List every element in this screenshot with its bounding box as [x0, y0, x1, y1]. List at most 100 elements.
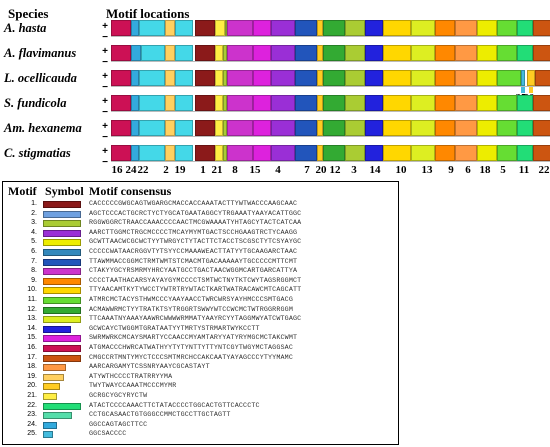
motif-block-11 — [497, 95, 517, 111]
motif-block-22 — [517, 45, 533, 61]
species-name: L. ocellicauda — [4, 71, 77, 85]
legend-motif-symbol — [43, 287, 81, 295]
motif-block-1 — [195, 145, 215, 161]
motif-block-15 — [253, 45, 271, 61]
motif-block-9 — [435, 145, 455, 161]
motif-block-21 — [215, 70, 223, 86]
legend-motif-consensus: ATMRCMCTACYSTHWMCCCYAAYAACCTWRCWRSYAYHMC… — [89, 296, 293, 304]
motif-block-22 — [517, 20, 533, 36]
motif-block-20 — [527, 70, 535, 86]
legend-motif-number: 19. — [27, 372, 37, 380]
motif-block-14 — [365, 145, 383, 161]
legend-motif-consensus: GCRGCYGCYRYCTW — [89, 392, 148, 400]
strand-minus-label: − — [102, 82, 108, 93]
axis-motif-number: 22 — [137, 164, 149, 176]
motif-block-19 — [165, 95, 175, 111]
legend-motif-consensus: TTAWMMACCGGMCTRMTWMTSTCMACMTGACAAAAAYTGC… — [89, 257, 298, 266]
motif-block-20 — [317, 45, 323, 61]
motif-block-21 — [215, 20, 225, 36]
motif-block-18 — [455, 145, 477, 161]
motif-block-1 — [195, 70, 215, 86]
legend-motif-symbol — [43, 364, 66, 372]
motif-block-17 — [533, 95, 550, 111]
motif-block-10 — [383, 20, 411, 36]
motif-block-cyan — [175, 145, 193, 161]
track-baseline — [111, 61, 550, 62]
motif-block-15 — [253, 145, 271, 161]
axis-motif-number: 22 — [538, 164, 550, 176]
motif-block-24 — [131, 45, 141, 61]
motif-block-11 — [497, 120, 517, 136]
track-baseline — [111, 111, 550, 112]
legend-motif-consensus: AARCARGAMYTCSSNRYAAYCGCASTAYT — [89, 363, 210, 372]
legend-motif-consensus: CTAKYYGCYRSMRMYHRCYAATGCCTGACTAACWGGMCAR… — [89, 267, 298, 276]
legend-motif-number: 23. — [27, 411, 37, 419]
motif-block-9 — [435, 120, 455, 136]
species-name: C. stigmatias — [4, 146, 71, 160]
legend-motif-number: 7. — [31, 257, 37, 265]
motif-block-22 — [517, 120, 533, 136]
motif-block-19 — [165, 70, 175, 86]
motif-block-20 — [317, 20, 323, 36]
legend-motif-symbol — [43, 229, 81, 237]
axis-motif-number: 3 — [351, 164, 357, 176]
motif-block-18 — [455, 120, 477, 136]
axis-motif-number: 21 — [211, 164, 223, 176]
motif-block-4 — [271, 45, 295, 61]
motif-block-12 — [323, 95, 345, 111]
legend-motif-symbol — [43, 402, 81, 410]
motif-block-12 — [323, 20, 345, 36]
legend-motif-consensus: CCCCCWATAACRGGVTYTSYYCCMAAAWEACTTATYYTGC… — [89, 248, 298, 256]
motif-block-cyan — [175, 70, 193, 86]
motif-block-9 — [435, 95, 455, 111]
motif-block-24 — [131, 145, 139, 161]
motif-legend-panel: Motif Symbol Motif consensus 1. CACCCCCGW… — [2, 181, 399, 445]
motif-block-7 — [295, 120, 317, 136]
axis-motif-number: 15 — [249, 164, 261, 176]
motif-block-cyan — [175, 20, 193, 36]
legend-motif-consensus: GGCSACCCC — [89, 430, 127, 439]
motif-block-cyan — [139, 20, 165, 36]
motif-block-7 — [295, 45, 317, 61]
motif-block-1 — [195, 95, 215, 111]
axis-motif-number: 13 — [421, 164, 433, 176]
motif-block-17 — [533, 145, 550, 161]
legend-motif-consensus: TTCAAATNYAAAYAAWRCWWWWRMMATYAAYRCYYTAGGM… — [89, 315, 302, 324]
legend-motif-symbol — [43, 412, 72, 420]
legend-motif-number: 4. — [31, 228, 37, 236]
motif-block-cyan — [141, 45, 165, 61]
species-name: S. fundicola — [4, 96, 67, 110]
motif-block-16 — [111, 70, 131, 86]
track-baseline — [111, 36, 550, 37]
legend-motif-number: 12. — [27, 305, 37, 313]
legend-motif-consensus: CCTGCASAACTGTGGGCCMMCTGCCTTGCTAGTT — [89, 411, 231, 420]
legend-motif-number: 9. — [31, 276, 37, 284]
motif-block-16 — [111, 95, 131, 111]
motif-block-19 — [165, 45, 175, 61]
axis-motif-number: 19 — [174, 164, 186, 176]
motif-block-21 — [215, 120, 223, 136]
axis-motif-number: 11 — [518, 164, 530, 176]
legend-motif-consensus: TWYTWAYCCAAATMCCCMYMR — [89, 382, 177, 391]
axis-motif-number: 6 — [465, 164, 471, 176]
motif-block-10 — [383, 120, 411, 136]
legend-motif-symbol — [43, 239, 81, 247]
motif-block-18 — [455, 95, 477, 111]
legend-motif-symbol — [43, 354, 81, 362]
motif-block-4 — [271, 120, 295, 136]
motif-block-20 — [317, 120, 323, 136]
motif-block-4 — [271, 145, 295, 161]
legend-motif-number: 8. — [31, 267, 37, 275]
legend-motif-number: 10. — [27, 286, 37, 294]
legend-motif-number: 24. — [27, 420, 37, 428]
legend-motif-symbol — [43, 316, 81, 324]
motif-block-14 — [365, 20, 383, 36]
axis-motif-number: 10 — [395, 164, 407, 176]
legend-motif-consensus: ATACTCCCCAAACTTCTATACCCCTGGCACTGTTCACCCT… — [89, 401, 260, 410]
legend-motif-consensus: AARCTTGGMCTRGCMCCCCTMCAYMYMTGACTSCCHGAAG… — [89, 228, 298, 237]
motif-block-14 — [365, 95, 383, 111]
legend-motif-symbol — [43, 393, 57, 400]
motif-block-15 — [253, 120, 271, 136]
motif-block-18 — [455, 70, 477, 86]
motif-block-cyan — [139, 95, 165, 111]
